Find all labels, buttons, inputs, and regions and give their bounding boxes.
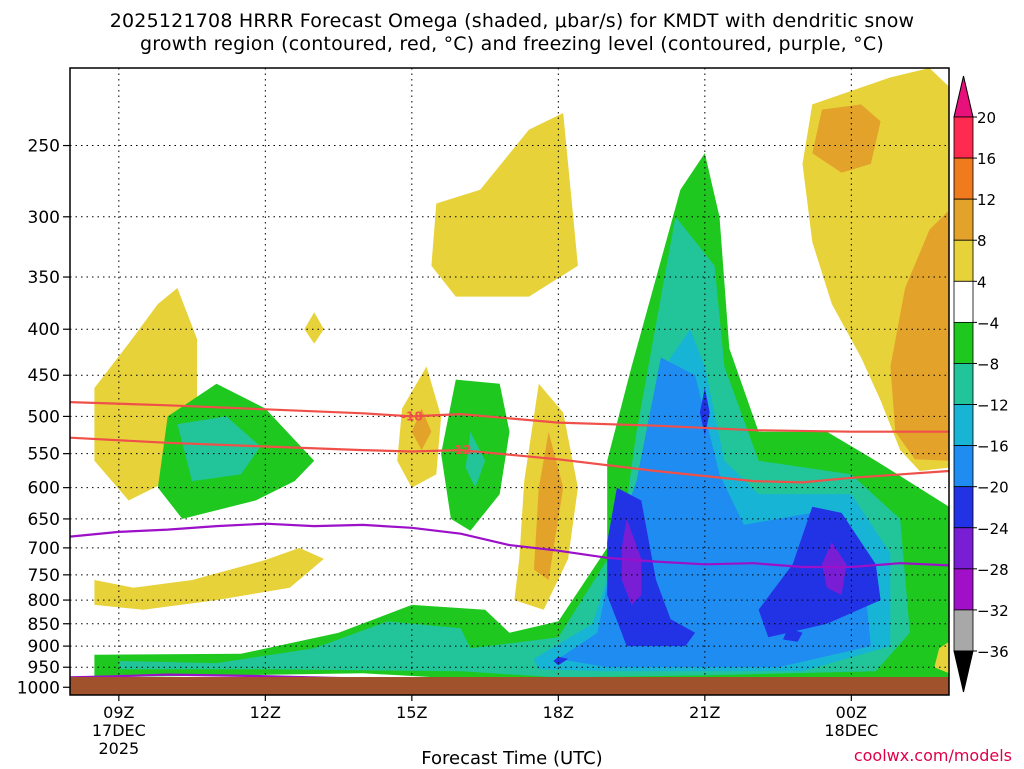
colorbar-swatch-4 xyxy=(953,280,974,323)
colorbar-label-7: −12 xyxy=(977,397,1009,415)
y-tick-label-650: 650 xyxy=(28,510,60,530)
colorbar-label-1: 16 xyxy=(977,150,996,168)
x-tick-label-18Z: 18Z xyxy=(543,703,574,722)
shaded-region-green-16z-teal xyxy=(465,431,486,488)
y-tick-label-300: 300 xyxy=(28,208,60,228)
y-tick-label-900: 900 xyxy=(28,637,60,657)
x-tick-label-21Z: 21Z xyxy=(689,703,720,722)
y-tick-label-800: 800 xyxy=(28,591,60,611)
colorbar-label-11: −28 xyxy=(977,561,1009,579)
colorbar-label-10: −24 xyxy=(977,520,1009,538)
shaded-region-core-left-purple xyxy=(621,518,642,605)
shaded-region-mid-yellow-blob xyxy=(431,113,578,297)
colorbar-swatch-7 xyxy=(953,404,974,447)
colorbar-label-13: −36 xyxy=(977,643,1009,661)
credit-text: coolwx.com/models xyxy=(853,746,1012,765)
y-tick-label-700: 700 xyxy=(28,539,60,559)
y-tick-label-450: 450 xyxy=(28,366,60,386)
colorbar-label-3: 8 xyxy=(977,232,987,250)
x-tick-sublabel1-09Z: 17DEC xyxy=(92,721,146,740)
y-tick-label-1000: 1000 xyxy=(17,678,60,698)
colorbar-swatch-9 xyxy=(953,486,974,529)
y-tick-label-950: 950 xyxy=(28,658,60,678)
x-tick-sublabel2-09Z: 2025 xyxy=(98,739,139,758)
shaded-region-tiny-22z xyxy=(783,628,803,642)
shaded-region-low-yellow xyxy=(94,547,324,610)
colorbar-top-arrow xyxy=(953,75,974,118)
y-tick-label-750: 750 xyxy=(28,566,60,586)
colorbar-label-2: 12 xyxy=(977,191,996,209)
colorbar-swatch-5 xyxy=(953,321,974,364)
shaded-region-tiny-18z xyxy=(553,656,569,666)
contour-label-dgz_-12: -12 xyxy=(450,443,472,457)
x-tick-label-09Z: 09Z xyxy=(103,703,134,722)
contour-dgz_-18 xyxy=(70,401,949,433)
y-tick-label-550: 550 xyxy=(28,445,60,465)
colorbar-swatch-8 xyxy=(953,445,974,488)
colorbar-label-12: −32 xyxy=(977,602,1009,620)
shaded-region-core-right xyxy=(758,506,881,638)
shaded-region-core-right-purple xyxy=(822,542,847,596)
y-tick-label-500: 500 xyxy=(28,407,60,427)
x-tick-label-15Z: 15Z xyxy=(396,703,427,722)
contour-dgz_-12 xyxy=(70,436,949,484)
chart-title-line2: growth region (contoured, red, °C) and f… xyxy=(140,33,884,55)
shaded-region-upper-right-orange xyxy=(812,104,881,173)
contour-freezing_upper xyxy=(70,522,949,569)
colorbar-label-5: −4 xyxy=(977,314,999,332)
x-tick-label-00Z: 00Z xyxy=(836,703,867,722)
colorbar-label-9: −20 xyxy=(977,479,1009,497)
colorbar-swatch-3 xyxy=(953,239,974,282)
shaded-region-right-orange xyxy=(890,210,949,461)
chart-title-line1: 2025121708 HRRR Forecast Omega (shaded, … xyxy=(109,10,915,32)
colorbar-swatch-2 xyxy=(953,198,974,241)
colorbar-label-0: 20 xyxy=(977,109,996,127)
colorbar-swatch-12 xyxy=(953,609,974,652)
y-tick-label-250: 250 xyxy=(28,137,60,157)
colorbar-label-8: −16 xyxy=(977,438,1009,456)
colorbar-label-6: −8 xyxy=(977,355,999,373)
shaded-region-small-yellow xyxy=(304,312,324,344)
shaded-region-green-left-teal xyxy=(177,416,261,482)
colorbar-label-4: 4 xyxy=(977,273,987,291)
shaded-region-right-edge-yellow xyxy=(934,641,949,674)
plot-frame xyxy=(69,67,950,696)
x-tick-label-12Z: 12Z xyxy=(250,703,281,722)
colorbar-swatch-10 xyxy=(953,527,974,570)
colorbar-swatch-6 xyxy=(953,363,974,405)
shaded-region-tiny-21z xyxy=(699,388,710,436)
colorbar-swatch-1 xyxy=(953,157,974,200)
shaded-region-col-18z-orange xyxy=(533,431,564,580)
y-tick-label-350: 350 xyxy=(28,268,60,288)
colorbar-swatch-11 xyxy=(953,568,974,611)
ground-terrain xyxy=(70,677,949,695)
colorbar-swatch-0 xyxy=(953,116,974,159)
colorbar: 20 16 12 8 4 −4 −8 −12 −16 −20 −24 −28 −32 −36 xyxy=(953,75,1009,693)
shaded-region-col-15z-orange xyxy=(411,408,432,451)
y-tick-label-600: 600 xyxy=(28,479,60,499)
x-tick-sublabel1-00Z: 18DEC xyxy=(824,721,878,740)
x-axis-title: Forecast Time (UTC) xyxy=(421,748,603,769)
y-tick-label-400: 400 xyxy=(28,320,60,340)
contour-label-dgz_-18: -18 xyxy=(401,409,423,423)
colorbar-bottom-arrow xyxy=(953,650,974,693)
y-tick-label-850: 850 xyxy=(28,615,60,635)
